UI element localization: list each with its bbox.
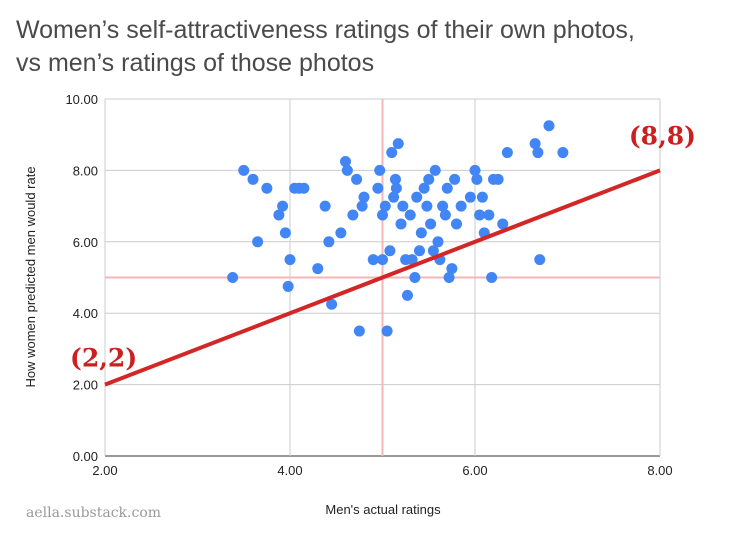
data-point — [425, 218, 437, 230]
data-point — [381, 325, 393, 337]
data-point — [347, 209, 359, 221]
data-point — [534, 254, 546, 266]
data-point — [298, 182, 310, 194]
data-points — [227, 120, 569, 337]
y-tick-label: 2.00 — [73, 378, 98, 393]
y-tick-label: 8.00 — [73, 163, 98, 178]
data-point — [388, 191, 400, 203]
data-point — [384, 245, 396, 257]
data-point — [401, 289, 413, 301]
data-point — [443, 272, 455, 283]
data-point — [238, 164, 250, 176]
data-point — [341, 164, 353, 176]
data-point — [351, 173, 363, 185]
chart-title: Women’s self-attractiveness ratings of t… — [16, 16, 635, 77]
trend-line — [104, 168, 661, 387]
y-axis-ticks: 0.00 2.00 4.00 6.00 8.00 10.00 — [65, 92, 98, 464]
x-axis-ticks: 2.00 4.00 6.00 8.00 — [92, 463, 672, 478]
data-point — [406, 254, 418, 266]
data-point — [557, 147, 569, 159]
data-point — [279, 227, 291, 239]
data-point — [377, 209, 388, 221]
data-point — [529, 138, 541, 150]
data-point — [437, 200, 449, 212]
x-tick-label: 8.00 — [647, 463, 672, 478]
data-point — [284, 254, 296, 266]
data-point — [441, 182, 453, 194]
data-point — [353, 325, 365, 337]
data-point — [390, 182, 402, 194]
data-point — [469, 164, 481, 176]
data-point — [340, 155, 351, 167]
data-point — [335, 227, 347, 239]
x-tick-label: 4.00 — [277, 463, 302, 478]
x-tick-label: 6.00 — [462, 463, 487, 478]
data-point — [492, 173, 504, 185]
data-point — [486, 272, 498, 283]
y-tick-label: 6.00 — [73, 235, 98, 250]
data-point — [455, 200, 467, 212]
data-point — [312, 263, 324, 275]
data-point — [377, 254, 388, 266]
data-point — [392, 138, 404, 150]
data-point — [415, 227, 427, 239]
data-point — [421, 200, 433, 212]
data-point — [476, 191, 488, 203]
y-tick-label: 0.00 — [73, 449, 98, 464]
data-point — [414, 245, 425, 257]
data-point — [429, 164, 441, 176]
data-point — [532, 147, 544, 159]
data-point — [411, 191, 423, 203]
x-tick-label: 2.00 — [92, 463, 117, 478]
data-point — [395, 218, 407, 230]
data-point — [449, 173, 461, 185]
x-axis-label: Men's actual ratings — [325, 502, 441, 517]
annotation-label: (8,8) — [629, 121, 696, 150]
data-point — [261, 182, 273, 194]
watermark: aella.substack.com — [26, 505, 162, 521]
data-point — [543, 120, 555, 132]
data-point — [474, 209, 486, 221]
data-point — [282, 280, 294, 292]
y-axis-label: How women predicted men would rate — [23, 166, 38, 387]
data-point — [471, 173, 483, 185]
data-point — [439, 209, 451, 221]
data-point — [397, 200, 409, 212]
data-point — [273, 209, 285, 221]
data-point — [432, 236, 444, 248]
data-point — [483, 209, 495, 221]
data-point — [227, 272, 239, 283]
data-point — [418, 182, 430, 194]
data-point — [323, 236, 335, 248]
data-point — [326, 298, 338, 310]
data-point — [389, 173, 401, 185]
data-point — [356, 200, 368, 212]
data-point — [497, 218, 509, 230]
data-point — [358, 191, 370, 203]
annotation-label: (2,2) — [70, 344, 137, 373]
data-point — [427, 245, 439, 257]
data-point — [423, 173, 435, 185]
data-point — [374, 164, 386, 176]
y-tick-label: 10.00 — [65, 92, 98, 107]
data-point — [372, 182, 384, 194]
data-point — [247, 173, 259, 185]
y-tick-label: 4.00 — [73, 306, 98, 321]
data-point — [379, 200, 391, 212]
data-point — [451, 218, 462, 230]
data-point — [277, 200, 289, 212]
data-point — [386, 147, 398, 159]
data-point — [252, 236, 264, 248]
data-point — [404, 209, 416, 221]
data-point — [409, 272, 421, 283]
data-point — [501, 147, 513, 159]
data-point — [367, 254, 379, 266]
data-point — [319, 200, 331, 212]
data-point — [446, 263, 458, 275]
annotations: (2,2) (8,8) — [70, 121, 696, 372]
data-point — [464, 191, 476, 203]
diagonal-line — [104, 168, 661, 387]
